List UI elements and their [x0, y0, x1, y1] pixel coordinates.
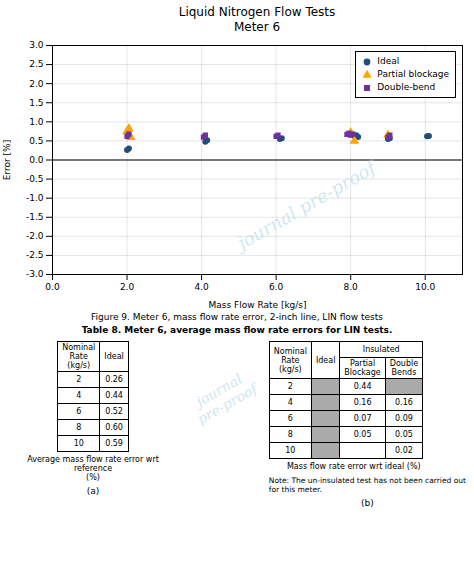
- html-text:2: 2: [76, 375, 82, 384]
- svg-text:1.5: 1.5: [29, 98, 43, 108]
- html-text:8: 8: [76, 423, 82, 432]
- html-text:Meter 6: Meter 6: [233, 20, 281, 34]
- html-text:0.07: 0.07: [353, 414, 372, 423]
- svg-text:2.0: 2.0: [120, 282, 135, 292]
- svg-text:4.0: 4.0: [194, 282, 209, 292]
- svg-text:-1.0: -1.0: [26, 193, 44, 203]
- html-text:Average mass flow rate error w: Average mass flow rate error wrt referen…: [27, 455, 159, 482]
- html-text:4: 4: [287, 398, 293, 407]
- html-text:Insulated: Insulated: [362, 345, 400, 354]
- svg-text:3.0: 3.0: [29, 40, 44, 50]
- html-text:Double Bends: Double Bends: [389, 359, 419, 377]
- html-text:0.26: 0.26: [105, 375, 123, 384]
- html-text:Table 8. Meter 6, average mass: Table 8. Meter 6, average mass flow rate…: [81, 325, 393, 335]
- html-text:0.44: 0.44: [353, 382, 372, 391]
- html-text:Ideal: Ideal: [377, 56, 400, 66]
- svg-text:Error [%]: Error [%]: [2, 140, 12, 180]
- html-text:0.44: 0.44: [105, 391, 123, 400]
- html-text:0.59: 0.59: [105, 439, 123, 448]
- svg-text:2.5: 2.5: [29, 59, 43, 69]
- html-text:0.60: 0.60: [105, 423, 123, 432]
- svg-text:-3.0: -3.0: [26, 269, 44, 279]
- html-text:0.16: 0.16: [353, 398, 372, 407]
- html-text:0.16: 0.16: [395, 398, 413, 407]
- svg-text:-2.0: -2.0: [26, 231, 44, 241]
- html-text:Ideal: Ideal: [104, 352, 124, 361]
- svg-text:journal pre-proof: journal pre-proof: [230, 155, 382, 255]
- html-text:0.02: 0.02: [395, 446, 413, 455]
- html-text:Ideal: Ideal: [315, 355, 336, 365]
- svg-text:-1.5: -1.5: [26, 212, 44, 222]
- html-text:Partial blockage: Partial blockage: [377, 69, 449, 79]
- html-text:Double-bend: Double-bend: [377, 82, 436, 93]
- svg-text:0.0: 0.0: [29, 155, 44, 165]
- html-text:Mass flow rate error wrt ideal: Mass flow rate error wrt ideal (%): [287, 462, 421, 471]
- html-text:0.09: 0.09: [395, 414, 413, 423]
- svg-text:0.0: 0.0: [45, 282, 60, 292]
- svg-text:10.0: 10.0: [415, 282, 435, 292]
- html-text:(b): (b): [361, 498, 374, 508]
- html-text:Nominal Rate (kg/s): Nominal Rate (kg/s): [273, 346, 307, 374]
- html-text:0.05: 0.05: [395, 430, 413, 439]
- html-text:2: 2: [287, 382, 293, 391]
- html-text:0.05: 0.05: [353, 430, 372, 439]
- html-text:Partial Blockage: Partial Blockage: [344, 359, 381, 377]
- svg-text:2.0: 2.0: [29, 79, 44, 89]
- html-text:Note: The un-insulated test ha: Note: The un-insulated test has not been…: [268, 476, 466, 494]
- html-text:10: 10: [73, 439, 84, 448]
- svg-text:8.0: 8.0: [344, 282, 359, 292]
- html-text:4: 4: [76, 391, 82, 400]
- svg-text:1.0: 1.0: [29, 117, 44, 127]
- svg-text:0.5: 0.5: [29, 136, 43, 146]
- html-text:8: 8: [287, 430, 293, 439]
- html-text:Nominal Rate (kg/s): Nominal Rate (kg/s): [62, 343, 96, 370]
- html-text:10: 10: [285, 446, 296, 455]
- html-text:journal pre-proof: journal pre-proof: [193, 370, 261, 428]
- html-text:Figure 9. Meter 6, mass flow r: Figure 9. Meter 6, mass flow rate error,…: [91, 312, 383, 322]
- svg-text:-0.5: -0.5: [26, 174, 44, 184]
- html-text:0.52: 0.52: [105, 407, 123, 416]
- html-text:6: 6: [287, 414, 293, 423]
- html-text:Liquid Nitrogen Flow Tests: Liquid Nitrogen Flow Tests: [178, 5, 336, 19]
- html-text:(a): (a): [86, 486, 100, 496]
- html-text:6: 6: [76, 407, 82, 416]
- svg-text:6.0: 6.0: [269, 282, 284, 292]
- svg-text:-2.5: -2.5: [26, 250, 44, 260]
- svg-text:Mass Flow Rate [kg/s]: Mass Flow Rate [kg/s]: [208, 300, 306, 310]
